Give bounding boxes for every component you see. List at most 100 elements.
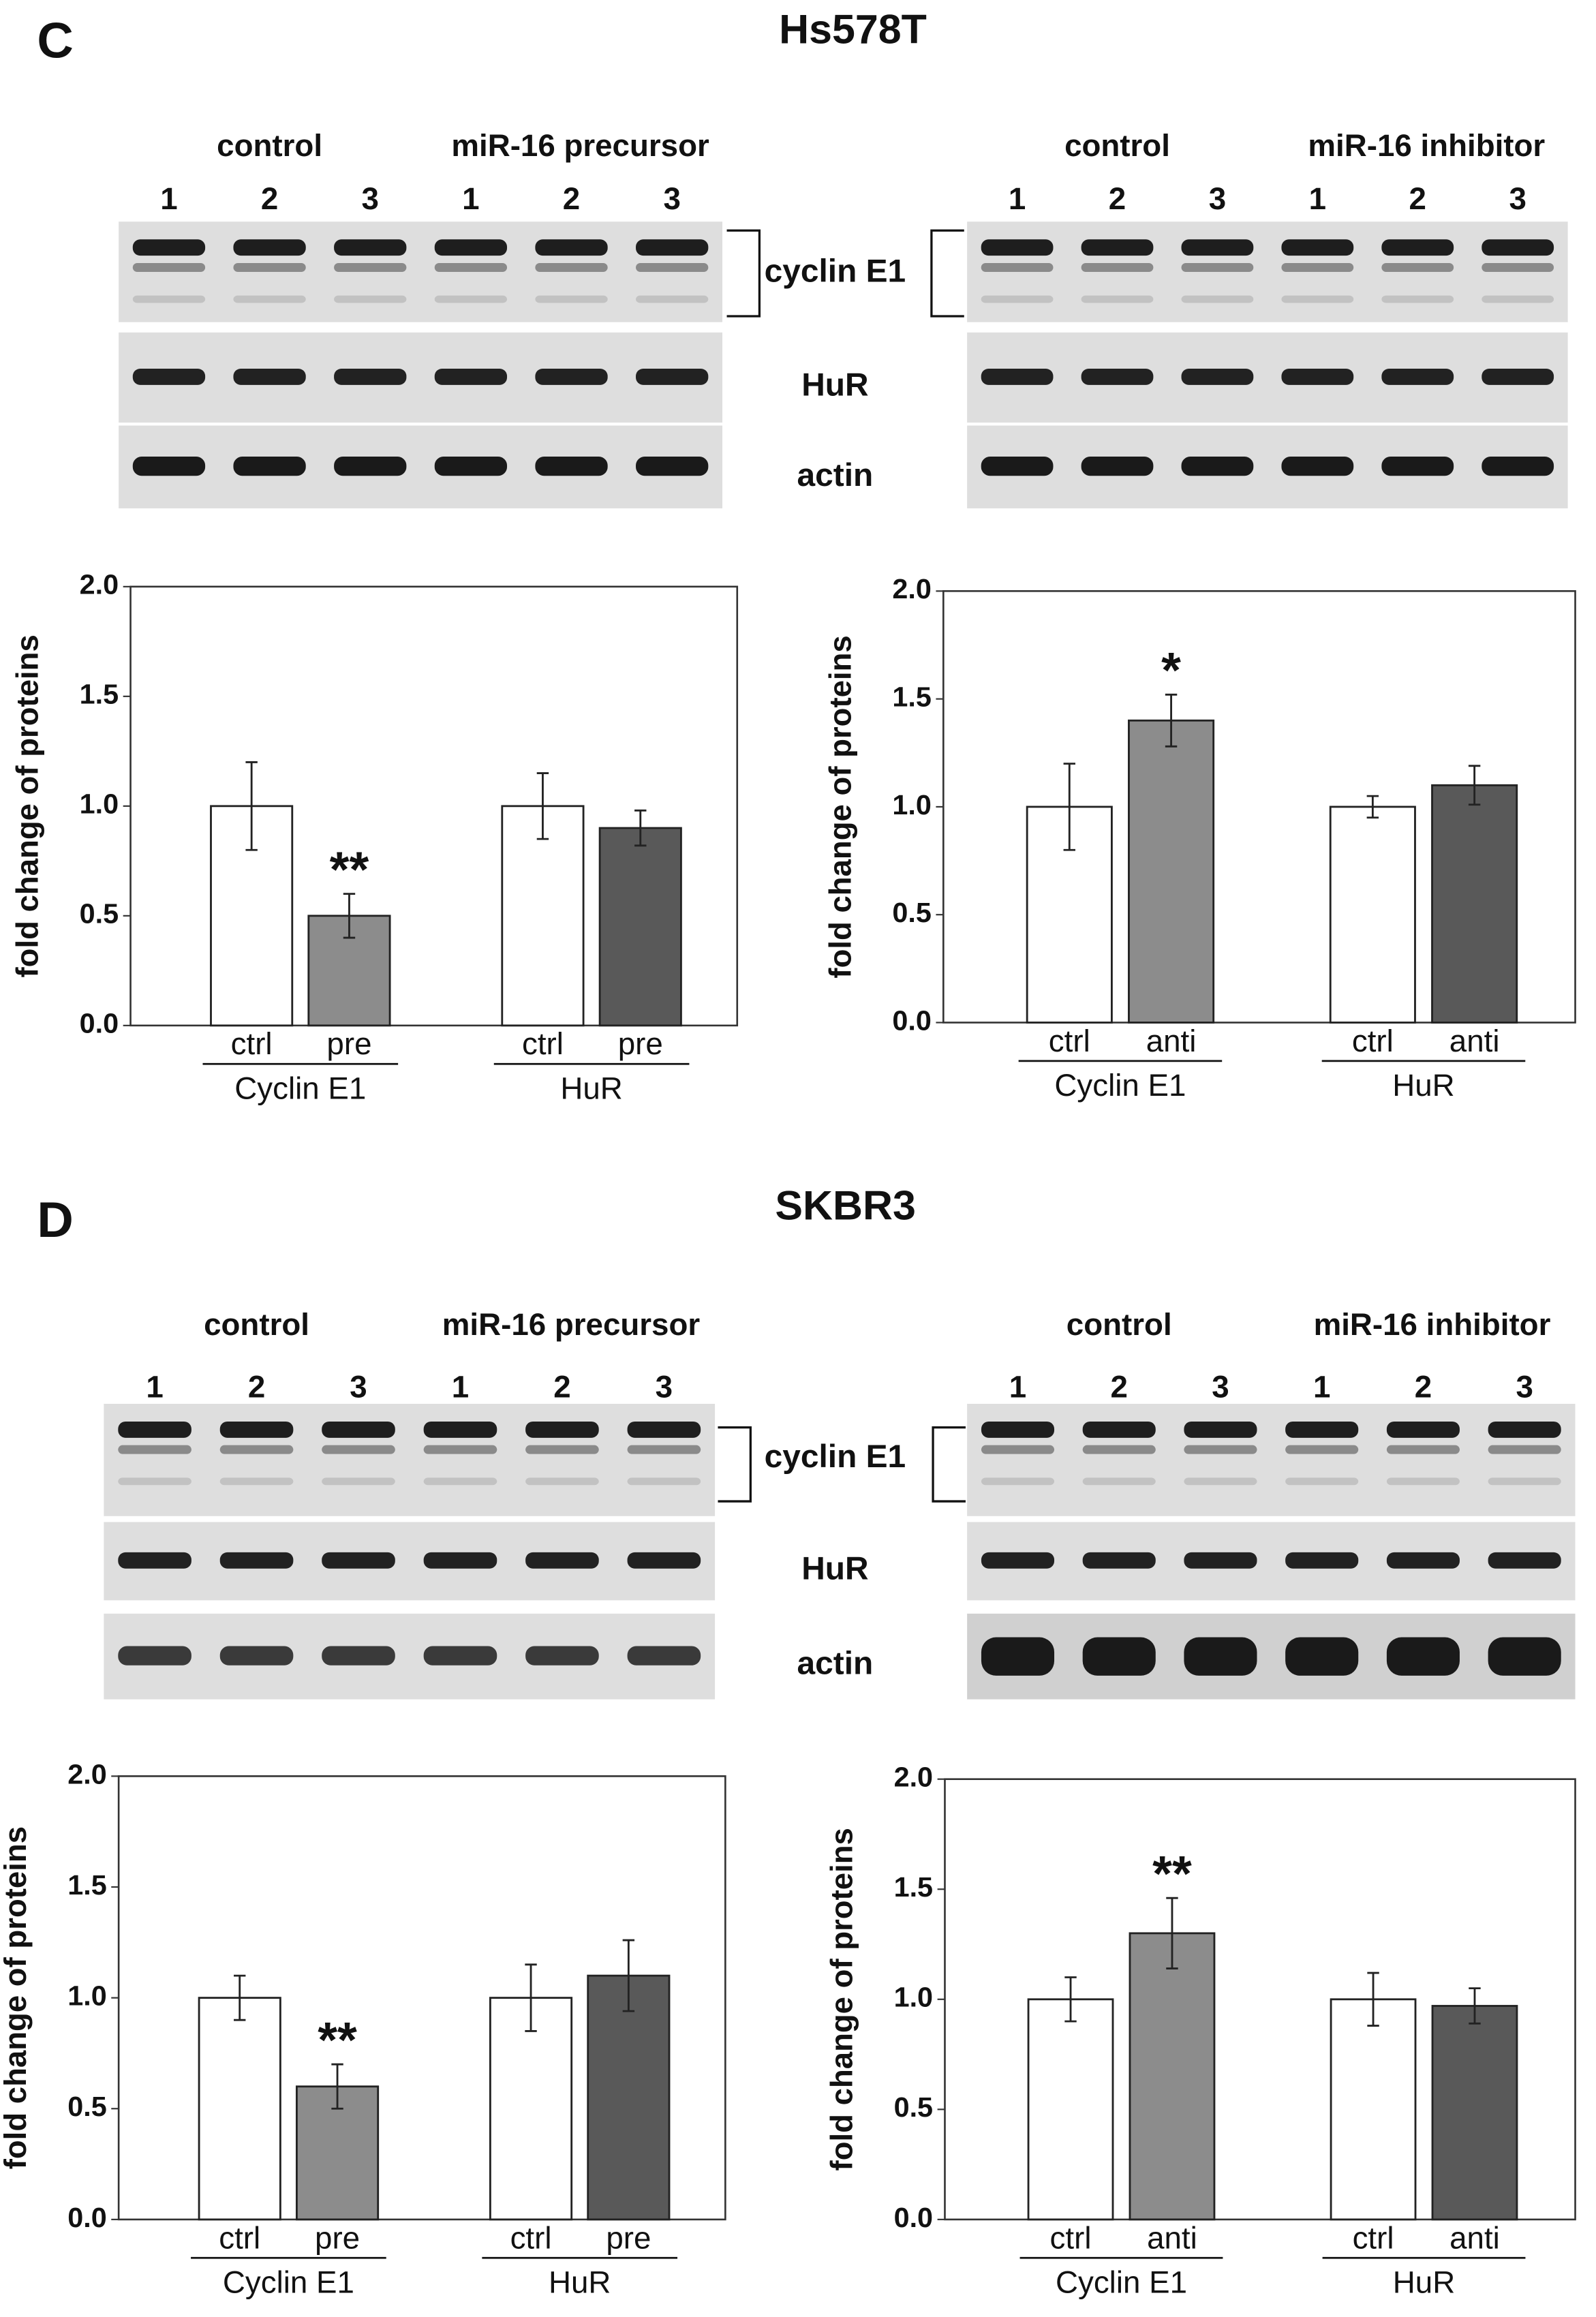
category-label: Cyclin E1 — [1054, 1068, 1186, 1103]
band — [118, 1421, 191, 1438]
bar-label: pre — [326, 1026, 371, 1061]
lane-number: 2 — [1109, 181, 1126, 216]
band — [525, 1477, 599, 1486]
bracket — [718, 1426, 752, 1503]
bar-label: ctrl — [1049, 1024, 1090, 1058]
lane-number: 3 — [362, 181, 379, 216]
band — [535, 239, 608, 256]
band — [1285, 1421, 1359, 1438]
band — [1184, 1445, 1257, 1454]
band — [1482, 295, 1554, 303]
band — [423, 1646, 497, 1666]
band — [233, 239, 306, 256]
band — [981, 369, 1054, 385]
band — [627, 1646, 701, 1666]
panel-label: D — [37, 1191, 73, 1248]
band — [132, 239, 206, 256]
bar — [1431, 2005, 1518, 2221]
band — [981, 1445, 1055, 1454]
band — [1488, 1552, 1561, 1569]
significance-label: ** — [318, 2011, 357, 2068]
lane-number: 3 — [656, 1369, 673, 1404]
band — [1082, 1421, 1156, 1438]
blot-background — [967, 1403, 1576, 1516]
y-tick-label: 1.0 — [892, 789, 931, 820]
band — [981, 1477, 1055, 1486]
condition-label: control — [1064, 128, 1170, 163]
band — [981, 1552, 1055, 1569]
band-label: HuR — [801, 1551, 868, 1587]
category-label: HuR — [1393, 2265, 1455, 2299]
error-bar — [331, 2063, 343, 2110]
bar — [1329, 805, 1416, 1024]
band — [322, 1646, 395, 1666]
bar-label: ctrl — [522, 1026, 564, 1061]
y-tick-label: 0.5 — [80, 898, 119, 930]
band — [322, 1445, 395, 1454]
blot-background — [967, 1613, 1576, 1700]
band — [233, 295, 306, 303]
bar-label: anti — [1146, 1024, 1197, 1058]
band — [118, 1552, 191, 1569]
band — [1281, 262, 1354, 272]
condition-label: control — [217, 128, 322, 163]
lane-number: 2 — [248, 1369, 265, 1404]
error-bar — [634, 809, 647, 847]
error-bar — [234, 1974, 246, 2021]
panel-title: SKBR3 — [775, 1182, 916, 1229]
band — [627, 1552, 701, 1569]
bar-label: anti — [1147, 2220, 1197, 2255]
lane-number: 1 — [1009, 181, 1026, 216]
band — [525, 1646, 599, 1666]
blot-background — [967, 425, 1568, 508]
band — [434, 295, 508, 303]
band — [1081, 262, 1154, 272]
blot-background — [104, 1613, 716, 1700]
bracket — [930, 229, 964, 318]
condition-label: control — [204, 1307, 309, 1342]
band — [1181, 457, 1254, 476]
band — [1488, 1421, 1561, 1438]
band — [334, 239, 407, 256]
y-tick-label: 1.5 — [80, 679, 119, 710]
bar — [198, 1997, 281, 2221]
y-tick-label: 1.0 — [67, 1980, 106, 2012]
category-label: Cyclin E1 — [234, 1071, 366, 1105]
band — [525, 1445, 599, 1454]
category-label: HuR — [1392, 1068, 1454, 1103]
y-tick-label: 1.0 — [80, 788, 119, 820]
error-bar — [1469, 1987, 1481, 2025]
band — [1281, 295, 1354, 303]
error-bar — [1366, 795, 1379, 819]
y-axis-label: fold change of proteins — [10, 634, 45, 977]
band — [1184, 1552, 1257, 1569]
lane-number: 3 — [1212, 1369, 1229, 1404]
lane-number: 3 — [1209, 181, 1226, 216]
error-bar — [1367, 1971, 1379, 2027]
y-tick-label: 2.0 — [894, 1762, 933, 1793]
category-label: HuR — [560, 1071, 622, 1105]
band — [636, 239, 709, 256]
error-bar — [343, 893, 356, 939]
blot-background — [967, 332, 1568, 423]
significance-label: ** — [330, 841, 369, 897]
band — [118, 1445, 191, 1454]
band — [132, 295, 206, 303]
band — [233, 457, 306, 476]
band — [1181, 239, 1254, 256]
band — [535, 262, 608, 272]
band — [1381, 239, 1454, 256]
band — [219, 1421, 294, 1438]
y-axis-label: fold change of proteins — [823, 635, 857, 978]
blot-background — [967, 1522, 1576, 1601]
bar — [1129, 1932, 1216, 2221]
band — [1081, 457, 1154, 476]
band — [219, 1477, 294, 1486]
band — [981, 239, 1054, 256]
band — [1181, 295, 1254, 303]
band — [981, 262, 1054, 272]
band — [219, 1445, 294, 1454]
band — [334, 262, 407, 272]
bar-label: ctrl — [231, 1026, 273, 1061]
